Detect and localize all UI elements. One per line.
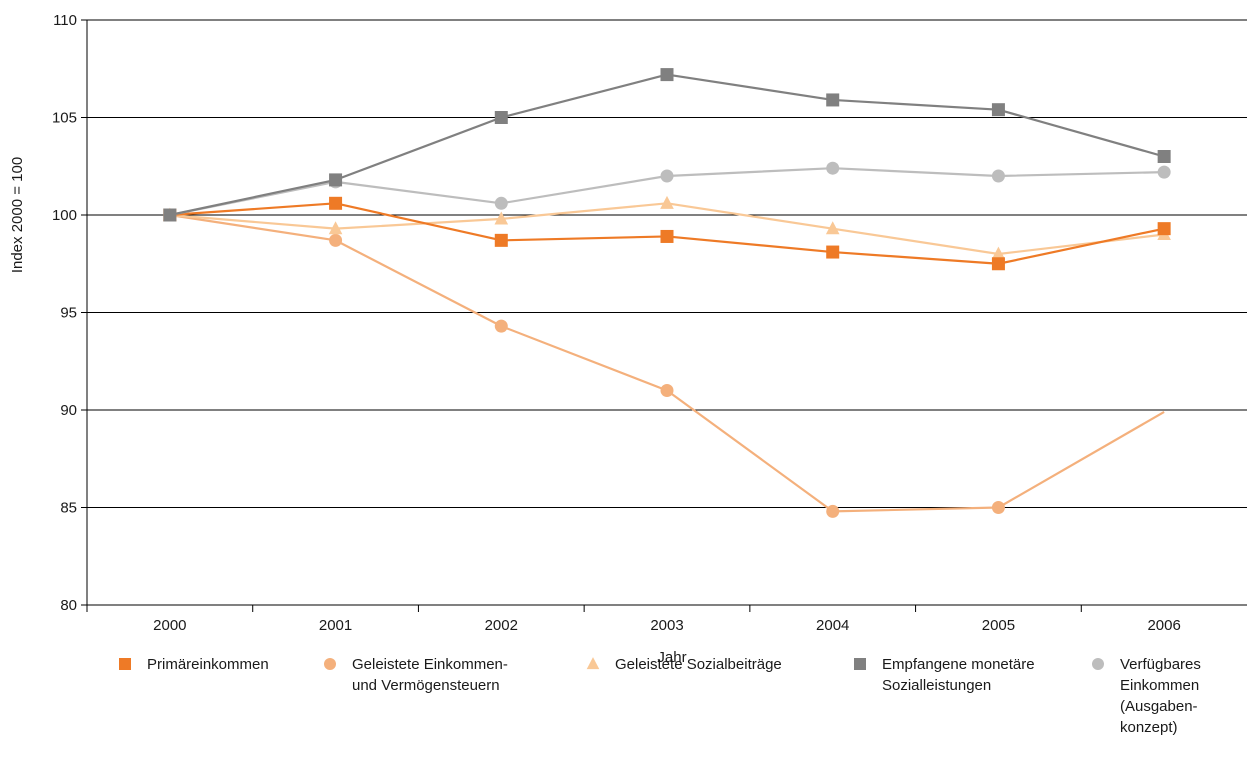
legend-label-5-4: konzept): [1120, 719, 1178, 736]
x-axis-title: Jahr: [657, 649, 686, 666]
x-tick-label-2001: 2001: [319, 617, 352, 634]
series-line-4: [169, 73, 1165, 217]
series-2: [163, 208, 1165, 518]
y-tick-label-80: 80: [60, 597, 77, 614]
x-tick-label-2002: 2002: [485, 617, 518, 634]
data-point-4-2004: [826, 93, 840, 107]
data-point-4-2002: [494, 111, 508, 124]
legend-marker-4: [854, 658, 866, 670]
data-point-4-2005: [991, 103, 1005, 117]
series-3: [163, 195, 1171, 260]
data-point-5-2004: [826, 161, 840, 175]
data-point-4-2003: [660, 68, 674, 82]
y-axis-title: Index 2000 = 100: [9, 157, 26, 273]
data-point-5-2005: [991, 169, 1005, 183]
legend-label-5-2: Einkommen: [1120, 677, 1199, 694]
data-point-1-2003: [660, 229, 674, 243]
series-5: [163, 161, 1171, 222]
legend-label-4-2: Sozialleistungen: [882, 677, 991, 694]
data-point-1-2001: [329, 196, 343, 210]
data-point-4-2001: [329, 173, 343, 187]
grid-layer: [87, 19, 1247, 606]
data-point-3-2003: [660, 195, 674, 209]
x-tick-label-2003: 2003: [650, 617, 683, 634]
legend-item-4: Empfangene monetäre Sozialleistungen: [854, 656, 1035, 694]
data-point-1-2002: [494, 233, 508, 247]
data-point-1-2005: [991, 257, 1005, 271]
y-tick-label-95: 95: [60, 305, 77, 322]
data-point-2-2002: [494, 319, 508, 333]
y-tick-label-110: 110: [53, 12, 77, 29]
series-line-3: [169, 202, 1165, 256]
data-point-5-2002: [494, 196, 508, 210]
data-point-1-2006: [1157, 222, 1171, 236]
data-point-1-2004: [826, 245, 840, 259]
legend-item-1: Primäreinkommen: [119, 656, 269, 673]
y-tick-label-90: 90: [60, 402, 77, 419]
data-point-2-2003: [660, 384, 674, 397]
legend-label-5-1: Verfügbares: [1120, 656, 1201, 673]
data-point-4-2000: [163, 208, 177, 222]
legend-layer: Primäreinkommen Geleistete Einkommen-und …: [119, 656, 1201, 736]
legend-marker-5: [1092, 658, 1104, 670]
y-tick-label-105: 105: [52, 110, 77, 127]
data-point-5-2003: [660, 169, 674, 183]
legend-item-3: Geleistete Sozialbeiträge: [586, 656, 782, 673]
data-point-3-2005: [991, 246, 1006, 260]
x-tick-label-2000: 2000: [153, 617, 186, 634]
data-point-3-2001: [328, 221, 343, 235]
x-tick-label-2006: 2006: [1147, 617, 1180, 634]
data-point-3-2002: [494, 211, 509, 225]
data-point-2-2004: [826, 504, 840, 518]
x-tick-label-2004: 2004: [816, 617, 849, 634]
legend-label-2-1: Geleistete Einkommen-: [352, 656, 508, 673]
legend-item-2: Geleistete Einkommen-und Vermögensteuern: [324, 656, 508, 694]
legend-label-5-3: (Ausgaben-: [1120, 698, 1198, 715]
data-point-2-2001: [329, 233, 343, 247]
legend-marker-1: [119, 658, 131, 670]
data-point-5-2006: [1157, 165, 1171, 179]
legend-label-2-2: und Vermögensteuern: [352, 677, 500, 694]
data-point-3-2004: [825, 221, 840, 235]
legend-label-4-1: Empfangene monetäre: [882, 656, 1035, 673]
legend-marker-2: [324, 658, 336, 670]
data-point-4-2006: [1157, 150, 1171, 163]
legend-label-3-1: Geleistete Sozialbeiträge: [615, 656, 782, 673]
legend-label-1-1: Primäreinkommen: [147, 656, 269, 673]
y-tick-label-85: 85: [60, 500, 77, 517]
legend-marker-3: [586, 657, 600, 670]
data-point-2-2005: [991, 501, 1005, 514]
x-tick-label-2005: 2005: [982, 617, 1015, 634]
axis-layer: 80 85 90 95 100 105 110 2000 2001 2002 2003 2004 200…: [52, 12, 1181, 634]
series-layer: [163, 68, 1171, 518]
legend-item-5: Verfügbares Einkommen (Ausgaben-konzept): [1092, 656, 1201, 736]
series-4: [163, 68, 1171, 222]
y-tick-label-100: 100: [52, 207, 77, 224]
